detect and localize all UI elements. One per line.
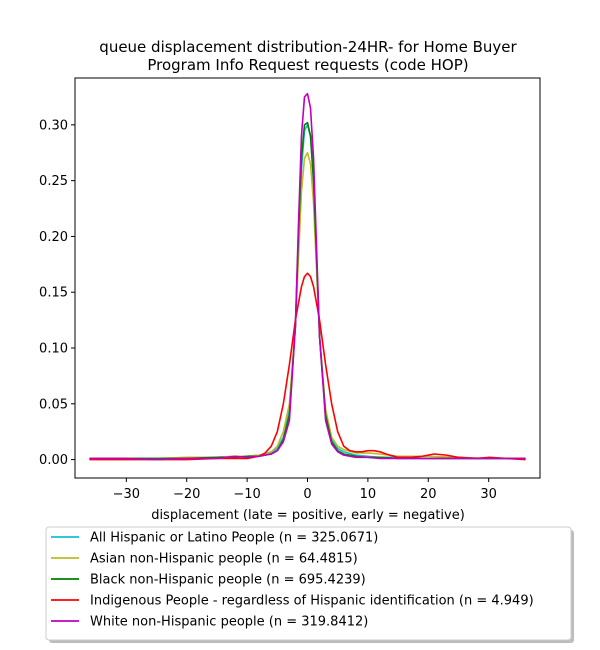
x-tick-label: −10 [233,487,260,502]
x-tick-label: 10 [360,487,377,502]
legend: All Hispanic or Latino People (n = 325.0… [45,526,574,643]
plot-area [74,77,541,479]
legend-entry-2: Black non-Hispanic people (n = 695.4239) [90,573,366,588]
series-line-4 [89,92,526,461]
legend-entry-0: All Hispanic or Latino People (n = 325.0… [90,531,378,546]
y-tick-label: 0.05 [39,397,68,412]
series-lines [89,92,526,461]
legend-entry-3: Indigenous People - regardless of Hispan… [90,594,534,609]
x-tick-label: 0 [303,487,311,502]
series-line-1 [89,151,526,460]
x-tick-label: −20 [173,487,200,502]
x-tick-label: 30 [480,487,497,502]
plot-frame [74,77,541,479]
chart-title-line-2: Program Info Request requests (code HOP) [147,56,468,74]
y-axis-ticks: 0.00 0.05 0.10 0.15 0.20 0.25 0.30 [39,118,75,468]
y-tick-label: 0.20 [39,230,68,245]
x-axis-ticks: −30 −20 −10 0 10 20 30 [113,478,497,502]
y-tick-label: 0.00 [39,453,68,468]
legend-entry-1: Asian non-Hispanic people (n = 64.4815) [90,552,358,567]
series-line-3 [89,272,526,461]
x-tick-label: 20 [420,487,437,502]
y-tick-label: 0.15 [39,286,68,301]
chart-title-line-1: queue displacement distribution-24HR- fo… [99,38,517,56]
y-tick-label: 0.10 [39,342,68,357]
legend-entry-4: White non-Hispanic people (n = 319.8412) [90,615,368,630]
y-tick-label: 0.30 [39,118,68,133]
legend-box [45,526,572,641]
series-line-0 [89,124,526,460]
x-tick-label: −30 [113,487,140,502]
y-tick-label: 0.25 [39,174,68,189]
x-axis-label: displacement (late = positive, early = n… [151,508,465,523]
series-line-2 [89,121,526,460]
